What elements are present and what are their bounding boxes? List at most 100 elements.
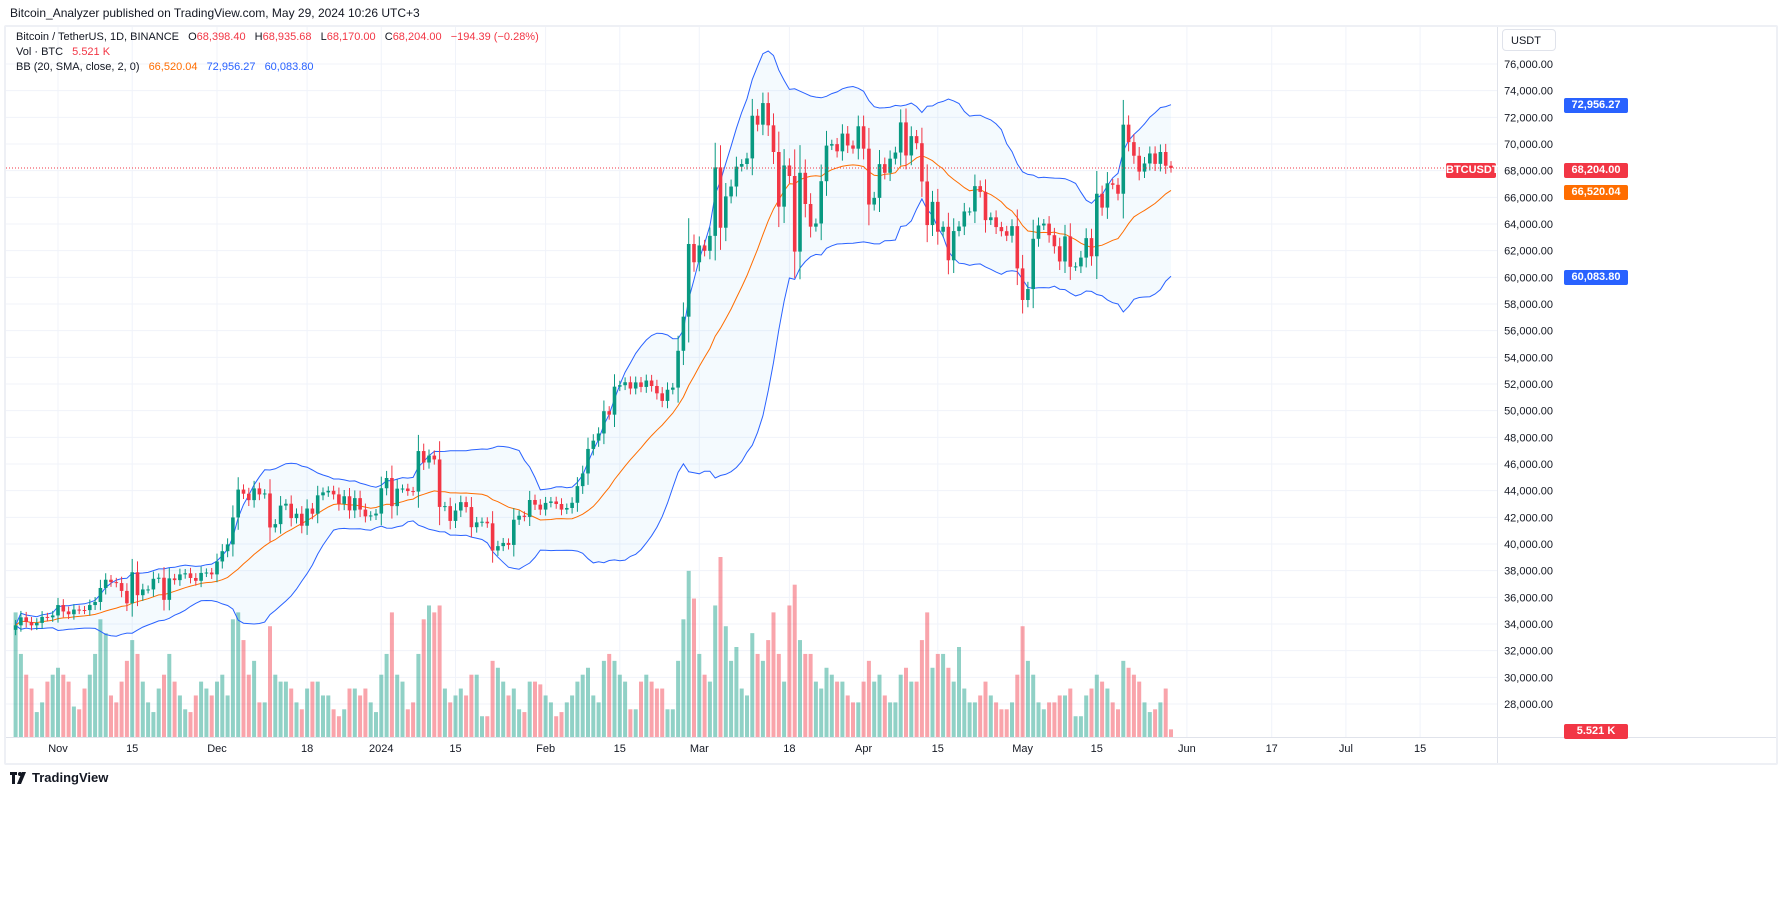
candle-body [1163, 151, 1168, 166]
volume-label[interactable]: Vol · BTC [16, 46, 64, 58]
candle-body [61, 605, 66, 612]
volume-bar [633, 709, 638, 737]
candle-body [649, 380, 654, 386]
time-tick-label: Mar [690, 743, 709, 755]
footer-brand[interactable]: TradingView [10, 770, 108, 785]
candle-body [464, 502, 468, 508]
candle-body [1052, 235, 1057, 247]
candle-body [920, 143, 924, 182]
symbol-badge: BTCUSDT [1446, 163, 1499, 178]
candle-body [745, 158, 749, 164]
volume-bar [50, 674, 55, 737]
volume-bar [215, 681, 219, 737]
candle-body [618, 385, 622, 387]
volume-bar [972, 702, 977, 737]
candle-body [692, 243, 696, 263]
volume-bar [702, 674, 707, 737]
volume-bar [1137, 681, 1142, 737]
candle-body [268, 493, 272, 528]
volume-bar [71, 706, 76, 737]
candle-body [840, 133, 845, 152]
candle-body [29, 621, 34, 626]
volume-bar [941, 653, 946, 737]
volume-bar [988, 695, 993, 737]
currency-button[interactable]: USDT [1502, 29, 1556, 51]
time-axis[interactable]: Nov 15 Dec 18 2024 15 Feb 15 Mar 18 Apr 15 May 15 Jun 1… [48, 743, 1426, 755]
legend-symbol[interactable]: Bitcoin / TetherUS, 1D, BINANCE [16, 31, 180, 43]
candle-body [1079, 257, 1083, 267]
time-tick-label: 18 [301, 743, 313, 755]
candle-body [374, 513, 378, 516]
price-tick-label: 62,000.00 [1504, 246, 1553, 258]
volume-bar [278, 681, 283, 737]
volume-bar [405, 709, 410, 737]
bb-upper-value: 72,956.27 [206, 61, 256, 73]
candle-body [936, 201, 940, 232]
volume-bar [162, 674, 166, 737]
candle-body [1036, 225, 1041, 239]
volume-bar [914, 681, 919, 737]
candle-body [490, 523, 495, 551]
candle-body [384, 477, 389, 489]
volume-bar [61, 674, 66, 737]
volume-bar [34, 712, 39, 737]
volume-bar [252, 660, 257, 737]
candle-body [469, 507, 474, 528]
candle-body [824, 145, 829, 182]
volume-bar [819, 688, 824, 737]
candle-body [861, 126, 866, 149]
volume-bar [766, 640, 771, 737]
candle-body [973, 186, 977, 212]
candle-body [835, 144, 839, 152]
volume-bar [1068, 688, 1073, 737]
candle-body [925, 181, 929, 226]
volume-bar [877, 674, 882, 737]
volume-bar [935, 653, 940, 737]
volume-bar [315, 681, 320, 737]
volume-bar [591, 695, 596, 737]
volume-bar [734, 647, 739, 737]
volume-bar [1078, 716, 1083, 737]
volume-bar [909, 681, 914, 737]
volume-bar [782, 681, 787, 737]
volume-bar [124, 660, 129, 737]
volume-bar [374, 712, 378, 737]
price-tick-label: 34,000.00 [1504, 619, 1553, 631]
volume-bar [56, 667, 60, 737]
volume-bar [517, 709, 522, 737]
volume-bar [156, 688, 161, 737]
volume-bar [384, 653, 389, 737]
volume-bar [1057, 695, 1062, 737]
high-label: H [254, 31, 263, 43]
volume-bar [294, 702, 299, 737]
candle-body [575, 486, 580, 503]
volume-bar [501, 681, 506, 737]
candle-body [612, 386, 617, 415]
time-tick-label: 15 [1091, 743, 1103, 755]
candle-body [199, 572, 203, 581]
volume-bar [220, 674, 225, 737]
volume-bar [951, 681, 956, 737]
candle-body [485, 521, 490, 524]
time-tick-label: Jul [1339, 743, 1353, 755]
volume-bar [363, 688, 368, 737]
price-axis[interactable]: 76,000.00 74,000.00 72,000.00 70,000.00 68,0… [1504, 59, 1553, 711]
volume-bar [665, 709, 670, 737]
candle-body [898, 122, 903, 153]
volume-bar [209, 695, 214, 737]
candle-body [538, 504, 543, 510]
bb-label[interactable]: BB (20, SMA, close, 2, 0) [16, 61, 140, 73]
volume-bar [421, 619, 426, 737]
volume-bar [893, 702, 898, 737]
volume-bar [368, 702, 373, 737]
candle-body [1100, 193, 1104, 208]
candle-body [761, 103, 765, 125]
candle-body [755, 115, 760, 125]
volume-bar [321, 695, 325, 737]
volume-bar [331, 709, 336, 737]
time-tick-label: Jun [1178, 743, 1196, 755]
candle-body [1105, 183, 1110, 208]
candle-body [1116, 184, 1120, 194]
volume-bar [305, 688, 310, 737]
